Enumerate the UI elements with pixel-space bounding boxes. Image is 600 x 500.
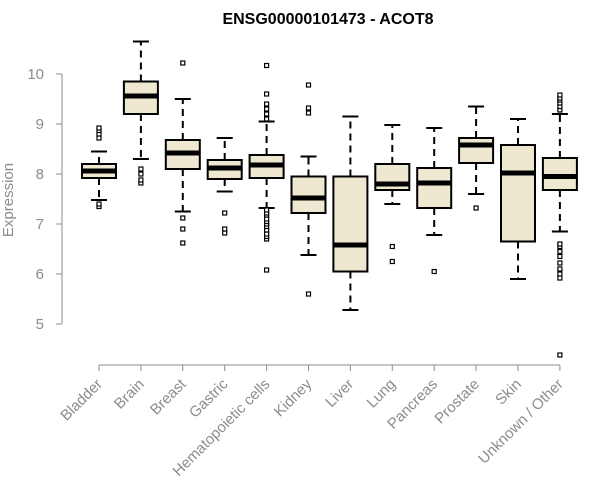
outlier-point — [96, 201, 102, 207]
outlier-point — [264, 116, 270, 122]
outlier-point — [557, 92, 563, 98]
outlier-point — [96, 135, 102, 141]
box-pancreas — [416, 127, 453, 275]
box-lung — [374, 124, 411, 265]
box-hematopoietic-cells — [248, 62, 285, 273]
outlier-point — [264, 216, 270, 222]
outlier-point — [264, 62, 270, 69]
box-brain — [122, 40, 159, 186]
outlier-point — [96, 125, 102, 131]
outlier-point — [389, 258, 395, 265]
box-iqr — [458, 137, 495, 164]
outlier-point — [222, 230, 228, 236]
y-tick-label: 8 — [36, 166, 44, 183]
outlier-point — [180, 60, 186, 66]
outlier-point — [180, 240, 186, 246]
outlier-point — [264, 101, 270, 107]
outlier-point — [222, 210, 228, 216]
box-iqr — [290, 175, 327, 214]
outlier-point — [264, 231, 270, 237]
outlier-point — [222, 226, 228, 232]
outlier-point — [138, 171, 144, 177]
box-iqr — [500, 144, 536, 243]
x-tick-label: Prostate — [431, 376, 483, 428]
x-tick-label: Liver — [322, 376, 357, 411]
x-tick-label: Bladder — [57, 376, 106, 425]
outlier-point — [305, 291, 312, 297]
x-tick-label: Lung — [364, 376, 400, 412]
outlier-point — [557, 266, 563, 272]
outlier-point — [389, 243, 395, 250]
box-unknown-other — [541, 92, 578, 358]
outlier-point — [557, 275, 563, 281]
y-axis-label: Expression — [0, 163, 17, 237]
outlier-point — [264, 111, 270, 117]
outlier-point — [473, 205, 479, 211]
outlier-point — [557, 260, 563, 266]
outlier-point — [264, 106, 270, 112]
outlier-point — [557, 271, 563, 277]
outlier-point — [264, 91, 270, 97]
outlier-point — [180, 226, 186, 232]
outlier-point — [138, 166, 144, 172]
box-breast — [164, 60, 201, 246]
y-tick-label: 5 — [36, 316, 44, 333]
chart-title: ENSG00000101473 - ACOT8 — [222, 11, 433, 28]
y-tick-label: 6 — [36, 266, 44, 283]
y-tick-label: 9 — [36, 116, 44, 133]
outlier-point — [180, 215, 186, 221]
y-tick-label: 7 — [36, 216, 44, 233]
box-skin — [500, 118, 536, 280]
outlier-point — [431, 268, 437, 275]
box-liver — [332, 115, 369, 311]
outlier-point — [305, 110, 312, 116]
box-bladder — [81, 125, 117, 210]
outlier-point — [305, 82, 312, 88]
outlier-point — [264, 267, 270, 273]
outlier-point — [557, 352, 563, 358]
box-prostate — [458, 105, 495, 211]
box-kidney — [290, 82, 327, 297]
box-gastric — [206, 137, 243, 236]
outlier-point — [305, 105, 312, 111]
outlier-point — [264, 207, 270, 213]
x-tick-label: Skin — [492, 376, 525, 409]
outlier-point — [557, 253, 563, 260]
x-tick-label: Brain — [111, 376, 148, 413]
box-iqr — [416, 167, 453, 209]
outlier-point — [557, 241, 563, 247]
box-plot-series — [81, 40, 578, 358]
y-axis: 5 6 7 8 9 10 — [27, 66, 63, 333]
outlier-point — [557, 248, 563, 255]
outlier-point — [138, 177, 144, 183]
box-iqr — [332, 175, 369, 273]
x-tick-label: Breast — [147, 375, 190, 418]
y-tick-label: 10 — [27, 66, 44, 83]
x-tick-label: Kidney — [271, 375, 316, 420]
